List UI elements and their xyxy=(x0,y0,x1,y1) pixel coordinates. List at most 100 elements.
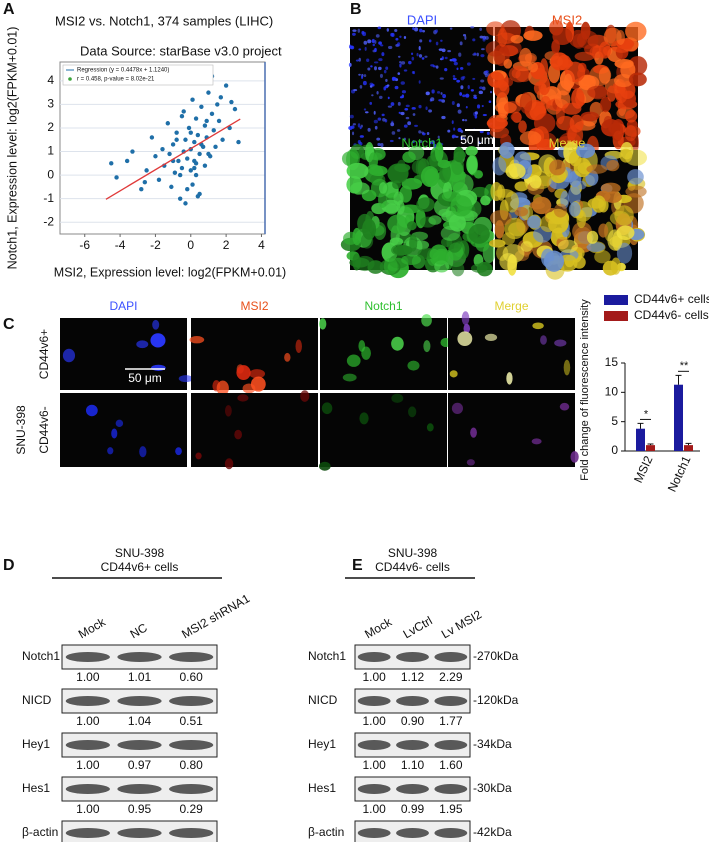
data-point xyxy=(174,137,179,142)
cell xyxy=(490,90,493,94)
data-point xyxy=(229,99,234,105)
cell xyxy=(392,245,413,256)
blot-header: SNU-398 xyxy=(388,546,438,560)
cell xyxy=(321,402,333,415)
data-point xyxy=(202,123,208,128)
cell xyxy=(466,459,475,466)
cell xyxy=(600,182,621,194)
cells xyxy=(348,26,493,149)
cell xyxy=(628,72,647,87)
micrograph xyxy=(448,393,575,467)
cell xyxy=(175,447,182,456)
cell xyxy=(610,120,624,142)
data-point xyxy=(236,139,241,145)
image-label: DAPI xyxy=(407,12,437,27)
cell xyxy=(346,175,363,194)
cell xyxy=(574,51,595,61)
cells xyxy=(485,19,648,158)
cell xyxy=(136,340,149,349)
cell xyxy=(440,39,443,42)
band xyxy=(357,784,391,794)
cell xyxy=(150,333,166,348)
data-point xyxy=(193,116,199,121)
blot-label: β-actin xyxy=(308,825,344,839)
band xyxy=(117,828,162,838)
cell xyxy=(396,129,401,132)
cell xyxy=(401,94,405,99)
quantification: 0.95 xyxy=(128,802,152,816)
cell xyxy=(398,137,401,140)
cell xyxy=(485,36,489,40)
cell xyxy=(480,48,485,51)
cells xyxy=(195,390,310,470)
cell xyxy=(357,140,361,144)
cell xyxy=(467,84,470,90)
cell xyxy=(85,404,98,417)
data-point xyxy=(170,142,176,147)
cell xyxy=(379,73,383,78)
y-tick-label: 1 xyxy=(47,144,54,158)
cell xyxy=(444,56,448,60)
cell xyxy=(531,196,552,215)
y-tick-label: 5 xyxy=(611,414,618,428)
cell xyxy=(465,106,468,109)
cell xyxy=(462,75,466,79)
data-point xyxy=(211,128,216,133)
cell xyxy=(470,263,488,273)
cell xyxy=(436,91,441,94)
cell xyxy=(616,29,625,45)
cell-line-label: SNU-398 xyxy=(14,405,28,455)
cell xyxy=(284,352,291,362)
cell xyxy=(519,131,542,146)
cell xyxy=(462,94,466,98)
cell xyxy=(430,97,435,102)
cell xyxy=(613,73,634,88)
cell xyxy=(520,241,533,252)
micrograph xyxy=(320,393,447,467)
cell xyxy=(603,191,622,203)
cell xyxy=(439,77,444,80)
y-tick-label: -1 xyxy=(43,191,54,205)
x-tick-label: -2 xyxy=(150,238,161,252)
cell xyxy=(380,143,384,148)
cell xyxy=(473,52,477,56)
cell xyxy=(453,127,456,131)
cell xyxy=(403,69,408,72)
data-point xyxy=(185,187,190,192)
cell xyxy=(431,89,435,94)
cell xyxy=(195,452,202,460)
cell xyxy=(418,54,423,58)
lane-label: MSI2 shRNA1 xyxy=(179,591,252,641)
cells xyxy=(189,335,302,396)
cells xyxy=(319,314,452,382)
data-point xyxy=(186,125,192,131)
blot-label: NICD xyxy=(22,693,52,707)
band xyxy=(357,740,391,750)
cell xyxy=(431,140,435,145)
data-point xyxy=(169,184,174,190)
cell xyxy=(459,135,463,140)
cell xyxy=(554,339,567,347)
quantification: 1.00 xyxy=(76,714,100,728)
cell xyxy=(346,354,361,367)
cell xyxy=(549,159,566,176)
data-point xyxy=(142,179,148,185)
cell xyxy=(420,166,440,188)
cell xyxy=(466,155,478,175)
cell xyxy=(374,39,377,44)
cell xyxy=(527,215,542,229)
data-point xyxy=(227,125,232,131)
cell xyxy=(359,85,363,89)
cell xyxy=(362,80,367,86)
error-bar xyxy=(637,422,644,429)
quantification: 1.00 xyxy=(362,714,386,728)
data-point xyxy=(192,139,197,145)
cell xyxy=(418,104,422,109)
cell xyxy=(378,66,382,71)
quantification: 1.60 xyxy=(439,758,463,772)
cell xyxy=(369,82,374,86)
cell xyxy=(587,85,608,99)
legend-swatch xyxy=(604,295,628,305)
cell xyxy=(444,67,448,72)
cell xyxy=(405,104,410,108)
